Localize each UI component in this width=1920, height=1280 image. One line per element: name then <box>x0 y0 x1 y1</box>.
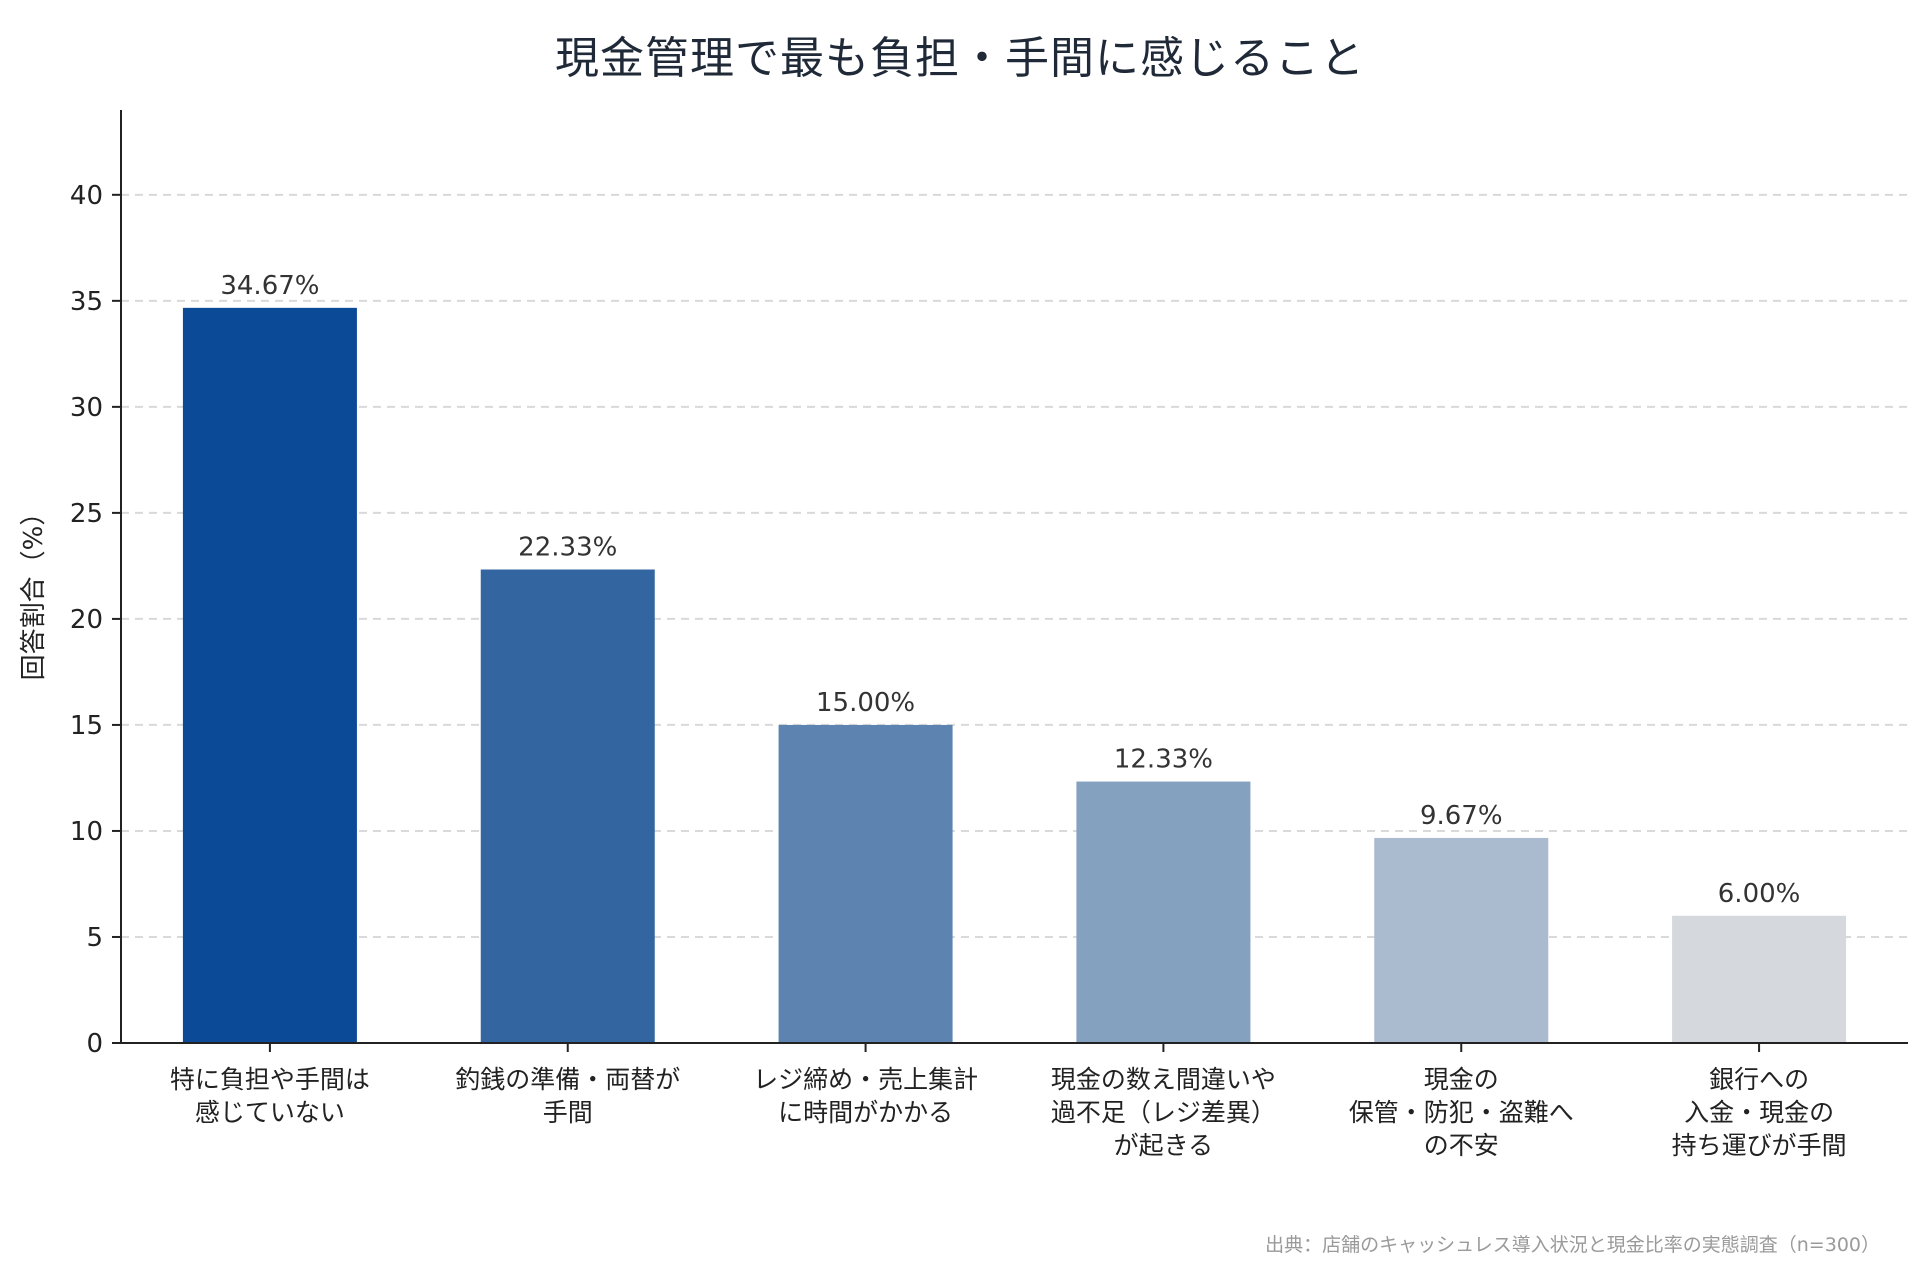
y-tick-label: 30 <box>70 393 103 423</box>
bar <box>182 307 357 1044</box>
x-tick-label: 現金の数え間違いや <box>1051 1065 1276 1094</box>
bar-value-label: 22.33% <box>518 533 617 563</box>
x-tick-label: に時間がかかる <box>778 1098 953 1127</box>
x-tick-label: 過不足（レジ差異） <box>1051 1098 1276 1127</box>
y-tick-label: 10 <box>70 817 103 847</box>
bar-value-label: 15.00% <box>816 688 915 718</box>
bar <box>480 569 655 1043</box>
bar <box>778 724 953 1043</box>
x-tick-label: 現金の <box>1424 1065 1499 1094</box>
bar-value-label: 34.67% <box>220 271 319 301</box>
x-tick-label: レジ締め・売上集計 <box>753 1065 978 1094</box>
y-tick-label: 40 <box>70 181 103 211</box>
y-axis-label: 回答割合（%） <box>19 500 49 681</box>
y-tick-label: 25 <box>70 499 103 529</box>
y-tick-label: 20 <box>70 605 103 635</box>
source-note: 出典：店舗のキャッシュレス導入状況と現金比率の実態調査（n=300） <box>1265 1234 1880 1256</box>
value-labels: 34.67% 22.33% 15.00% 12.33% 9.67% 6.00% <box>220 271 1800 909</box>
bar <box>1672 915 1847 1043</box>
x-tick-label: 保管・防犯・盗難へ <box>1349 1098 1574 1127</box>
chart-title: 現金管理で最も負担・手間に感じること <box>555 33 1365 84</box>
x-tick-label: 持ち運びが手間 <box>1672 1131 1847 1160</box>
bar-value-label: 12.33% <box>1114 745 1213 775</box>
x-tick-label: 感じていない <box>195 1098 345 1127</box>
y-tick-label: 0 <box>86 1029 103 1059</box>
y-tick-label: 15 <box>70 711 103 741</box>
bar-value-label: 6.00% <box>1718 879 1801 909</box>
axes <box>120 110 1908 1044</box>
x-tick-label: 特に負担や手間は <box>170 1065 370 1094</box>
bar-value-label: 9.67% <box>1420 801 1503 831</box>
x-tick-label: 入金・現金の <box>1684 1098 1834 1127</box>
bars <box>182 307 1847 1044</box>
y-ticks: 0 5 10 15 20 25 30 35 40 <box>70 181 121 1059</box>
x-tick-label: 釣銭の準備・両替が <box>455 1065 680 1094</box>
x-tick-label: 銀行への <box>1709 1065 1809 1094</box>
bar <box>1076 781 1251 1043</box>
x-tick-label: が起きる <box>1114 1131 1214 1160</box>
x-tick-label: の不安 <box>1424 1131 1499 1160</box>
x-tick-label: 手間 <box>543 1098 593 1127</box>
bar <box>1374 837 1549 1043</box>
gridlines <box>121 193 1908 938</box>
y-tick-label: 35 <box>70 287 103 317</box>
y-tick-label: 5 <box>86 923 103 953</box>
